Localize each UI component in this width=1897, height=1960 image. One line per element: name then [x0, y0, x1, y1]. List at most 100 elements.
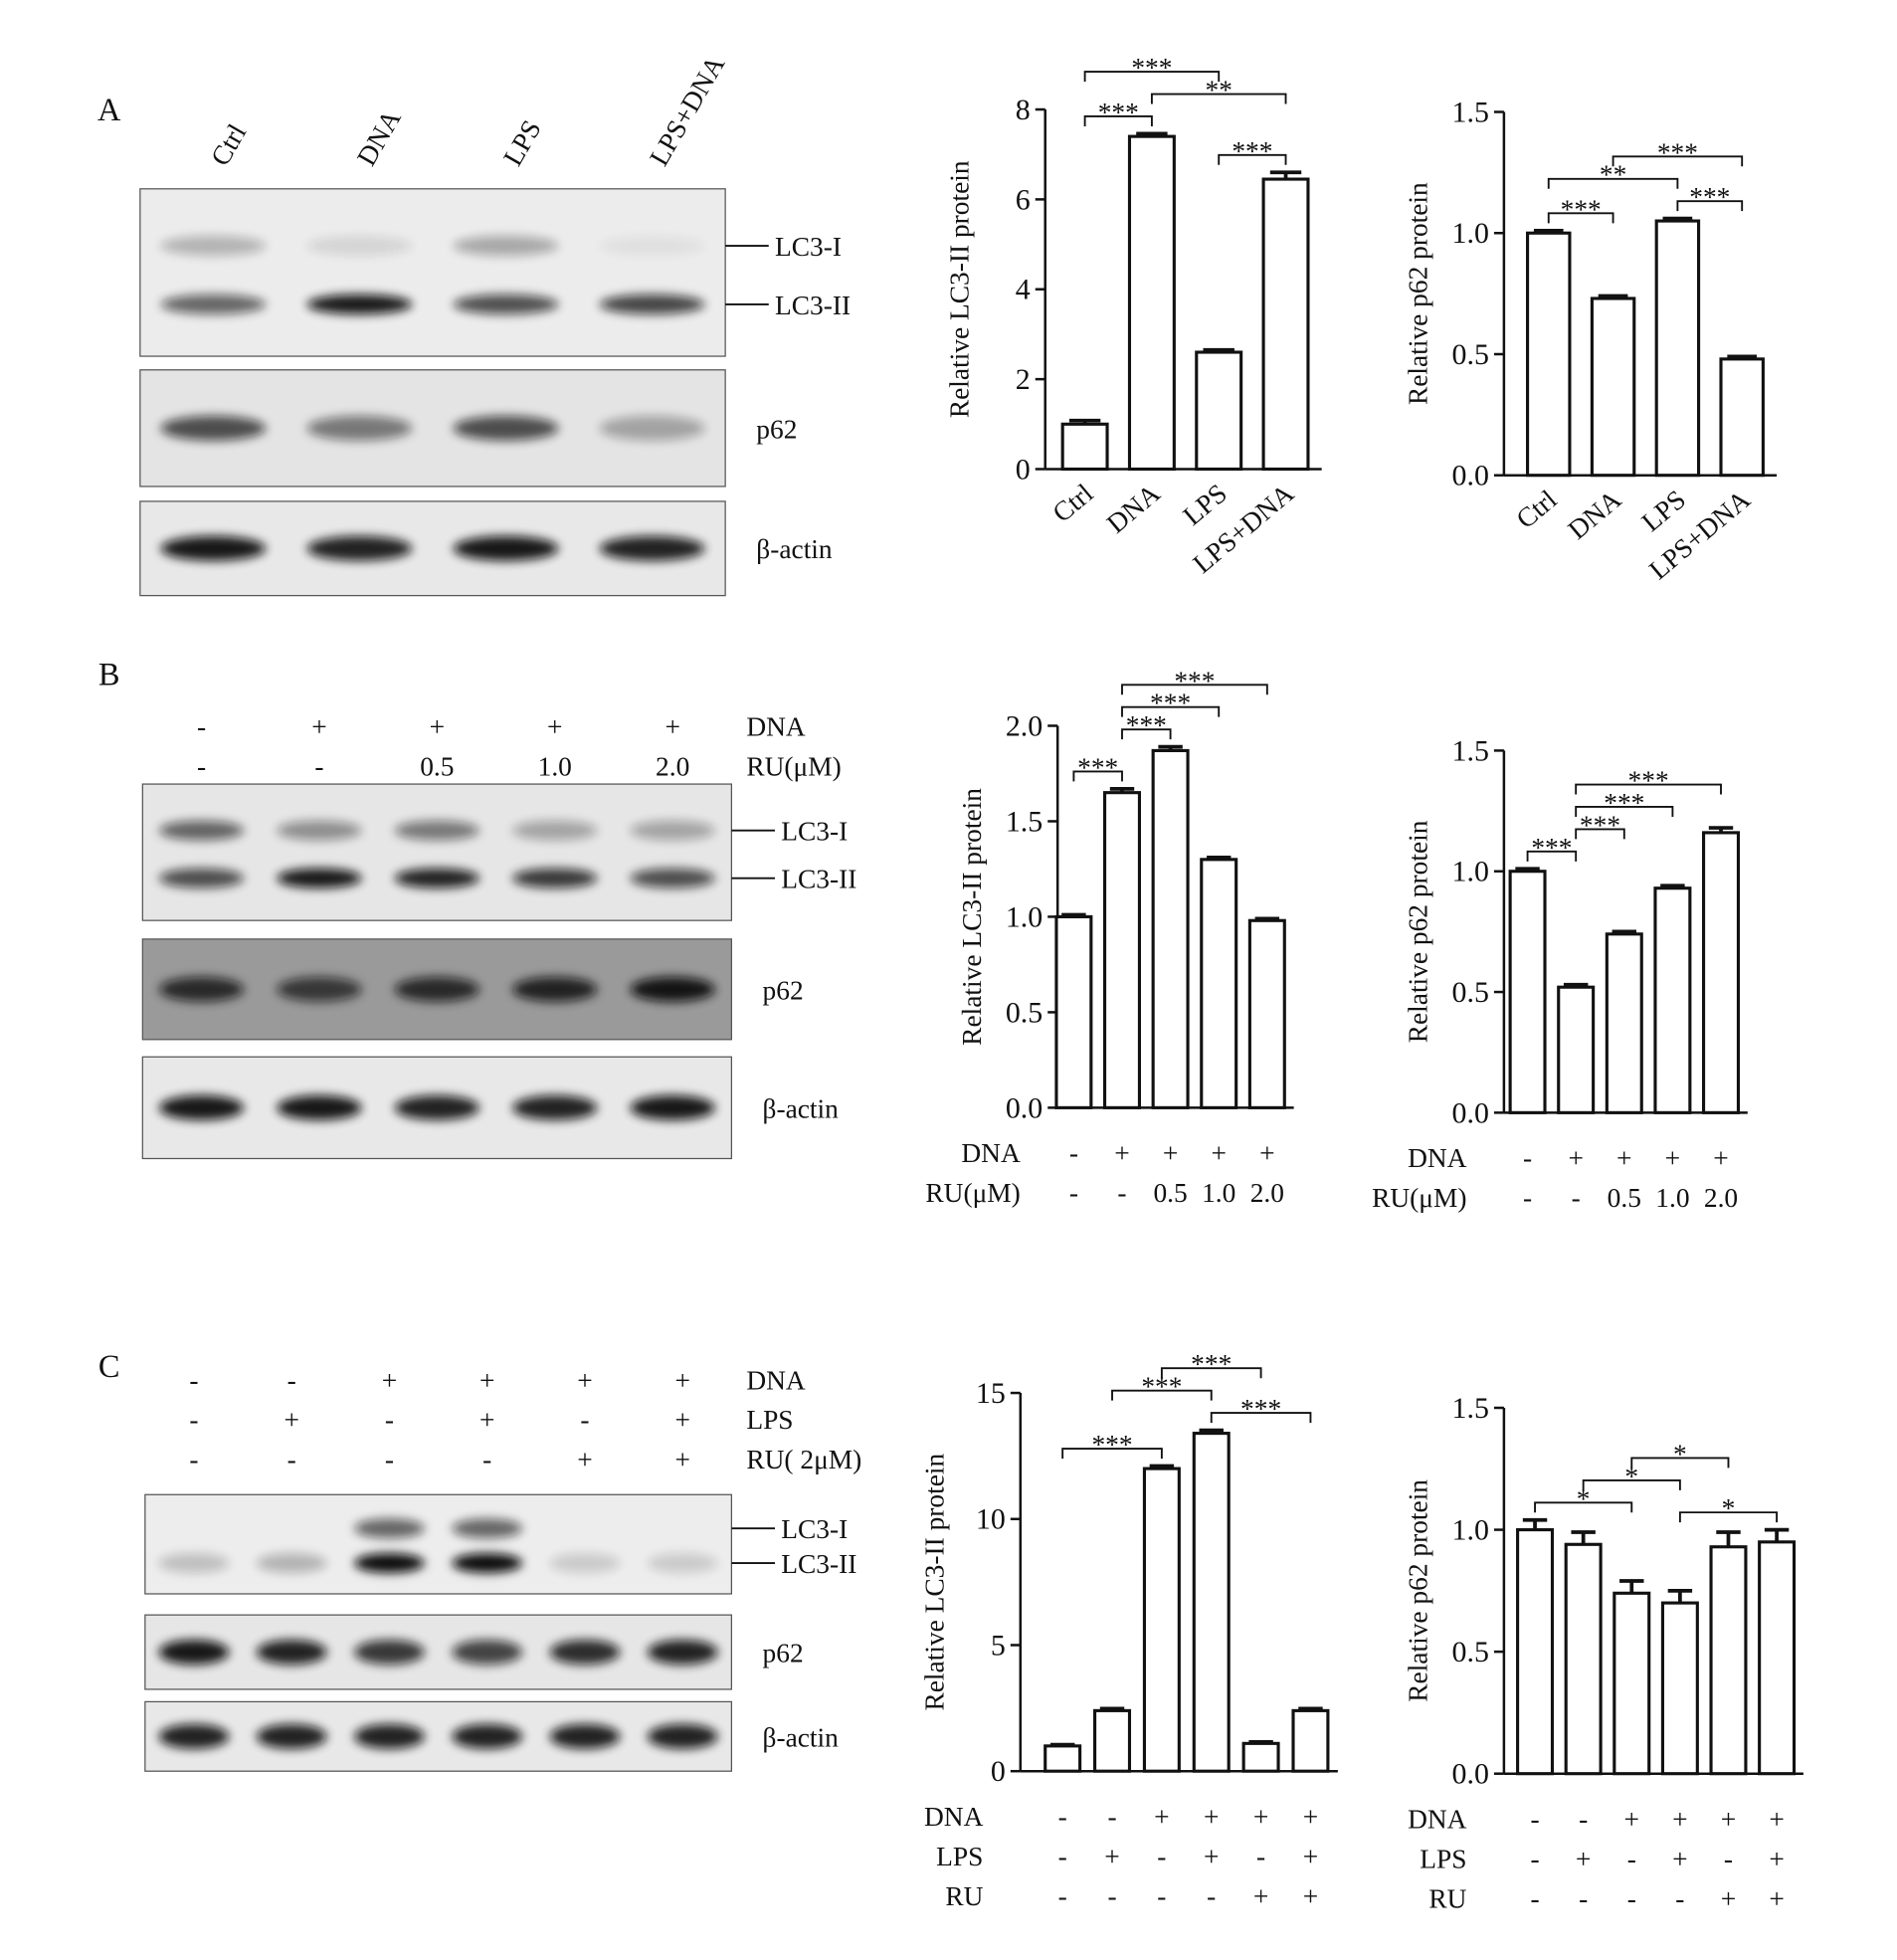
- y-axis-label: Relative p62 protein: [1404, 1479, 1433, 1702]
- lane-label: +: [311, 711, 326, 741]
- blot-band: [256, 1553, 327, 1574]
- condition-value: +: [1204, 1802, 1219, 1832]
- band-label: LC3-II: [781, 1549, 856, 1579]
- condition-label: RU(μM): [1372, 1183, 1466, 1213]
- lane-label: +: [675, 1365, 690, 1395]
- y-tick-label: 5: [991, 1629, 1006, 1662]
- blot-band: [549, 1553, 621, 1574]
- condition-value: -: [1675, 1883, 1684, 1913]
- significance-label: ***: [1077, 752, 1118, 782]
- band-label: p62: [763, 975, 804, 1005]
- significance-bracket: [1121, 684, 1268, 695]
- blot-band: [512, 976, 598, 1002]
- condition-value: +: [1769, 1883, 1784, 1913]
- condition-value: -: [1579, 1805, 1588, 1835]
- significance-bracket: [1218, 153, 1287, 165]
- error-bar: [1049, 1742, 1075, 1747]
- significance-bracket: [1676, 200, 1744, 212]
- condition-value: +: [1721, 1883, 1736, 1913]
- error-bar: [1248, 1739, 1273, 1744]
- condition-value: 0.5: [1608, 1183, 1641, 1213]
- error-bar: [1298, 1706, 1323, 1711]
- significance-label: *: [1722, 1493, 1736, 1523]
- condition-value: +: [1303, 1802, 1318, 1832]
- error-bar: [1099, 1706, 1125, 1711]
- condition-label: DNA: [746, 1365, 806, 1395]
- significance-label: *: [1577, 1483, 1591, 1513]
- significance-label: ***: [1091, 1430, 1132, 1460]
- significance-bracket: [1061, 1448, 1163, 1460]
- lane-label: -: [385, 1405, 394, 1435]
- band-label: p62: [756, 414, 797, 444]
- lane-label: +: [675, 1445, 690, 1474]
- bar: [1291, 1708, 1330, 1773]
- blot-band: [453, 294, 559, 314]
- band-label: β-actin: [763, 1093, 840, 1123]
- condition-value: +: [1769, 1805, 1784, 1835]
- lane-label: -: [580, 1405, 589, 1435]
- lane-label: +: [479, 1405, 494, 1435]
- significance-label: ***: [1131, 53, 1172, 83]
- significance-bracket: [1072, 770, 1123, 782]
- error-bar: [1619, 1579, 1644, 1594]
- significance-bracket: [1534, 1501, 1633, 1513]
- blot-band: [394, 820, 479, 841]
- condition-value: -: [1207, 1881, 1216, 1911]
- lane-label: -: [482, 1445, 491, 1474]
- y-tick-label: 0.0: [1006, 1091, 1043, 1124]
- condition-label: LPS: [936, 1842, 983, 1871]
- lane-label: -: [189, 1365, 198, 1395]
- condition-value: -: [1058, 1881, 1067, 1911]
- error-bar: [1727, 354, 1758, 359]
- condition-value: -: [1572, 1183, 1581, 1213]
- blot-band: [630, 1094, 715, 1120]
- significance-bracket: [1210, 1412, 1312, 1424]
- significance-label: ***: [1098, 98, 1139, 127]
- y-tick-label: 4: [1016, 274, 1031, 306]
- blot-band: [394, 976, 479, 1002]
- x-tick-label: LPS: [1178, 479, 1233, 531]
- condition-value: +: [1303, 1842, 1318, 1871]
- panel-label: B: [98, 657, 120, 692]
- significance-label: *: [1673, 1439, 1687, 1469]
- lane-label: -: [314, 751, 323, 781]
- blot-box: [144, 1614, 733, 1690]
- blot-band: [599, 236, 705, 256]
- condition-value: +: [1253, 1881, 1268, 1911]
- significance-label: ***: [1604, 788, 1644, 818]
- blot-band: [512, 868, 598, 888]
- blot-band: [306, 236, 413, 256]
- error-bar: [1203, 347, 1234, 353]
- bar: [1195, 350, 1243, 472]
- lane-label: LPS: [497, 115, 547, 171]
- lane-label: +: [382, 1365, 397, 1395]
- condition-value: -: [1117, 1178, 1126, 1208]
- error-bar: [1158, 744, 1183, 751]
- significance-bracket: [1526, 850, 1578, 862]
- error-bar: [1764, 1527, 1790, 1542]
- blot-band: [549, 1723, 621, 1749]
- panel-label: C: [98, 1349, 120, 1385]
- blot-band: [306, 294, 413, 314]
- blot-band: [453, 535, 559, 561]
- band-label: LC3-I: [781, 817, 848, 847]
- panel-label: A: [97, 93, 121, 128]
- y-tick-label: 10: [976, 1503, 1006, 1536]
- significance-label: ***: [1657, 137, 1698, 167]
- blot-band: [354, 1518, 425, 1539]
- y-tick-label: 0.5: [1006, 996, 1043, 1029]
- lane-label: -: [385, 1445, 394, 1474]
- blot-band: [599, 294, 705, 314]
- error-bar: [1199, 1428, 1224, 1434]
- blot-box: [141, 783, 733, 921]
- y-tick-label: 1.0: [1452, 856, 1489, 888]
- condition-value: +: [1259, 1138, 1274, 1168]
- blot-band: [160, 535, 267, 561]
- condition-label: LPS: [746, 1405, 793, 1435]
- band-label: LC3-II: [775, 291, 851, 320]
- error-bar: [1254, 916, 1280, 921]
- error-bar: [1061, 912, 1086, 917]
- lane-label: +: [577, 1445, 592, 1474]
- y-axis-label: Relative p62 protein: [1404, 182, 1433, 405]
- x-tick-label: Ctrl: [1511, 485, 1563, 535]
